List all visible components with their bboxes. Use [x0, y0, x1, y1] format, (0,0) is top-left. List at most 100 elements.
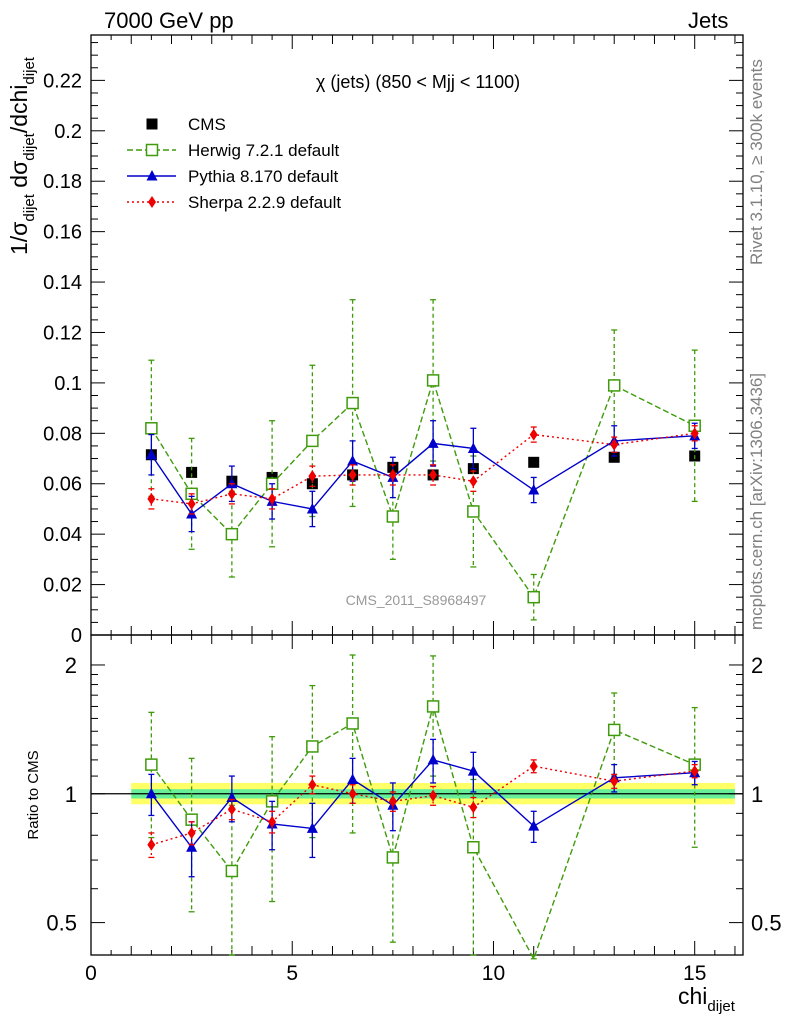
main-ylabel: 1/σdijet dσdijet/dchidijet [6, 56, 38, 255]
ratio-sherpa-point [610, 775, 619, 788]
header-right: Jets [688, 8, 729, 33]
ratio-ytick-label-right: 0.5 [751, 911, 782, 936]
main-sherpa-point [187, 497, 196, 510]
ratio-herwig-point [306, 740, 319, 753]
watermark: CMS_2011_S8968497 [346, 592, 487, 608]
main-pythia-line [150, 435, 695, 515]
main-sherpa-point [690, 427, 699, 440]
main-cms-point [608, 451, 620, 463]
ratio-herwig-point [426, 700, 440, 713]
main-pythia-point [347, 455, 359, 466]
main-herwig-point [527, 590, 540, 604]
ratio-pythia-point [427, 753, 439, 765]
ratio-ylabel: Ratio to CMS [25, 750, 42, 839]
legend-label: Herwig 7.2.1 default [188, 141, 339, 160]
legend-marker [146, 170, 158, 181]
main-ytick-label: 0.18 [43, 171, 82, 193]
main-cms-point [306, 478, 318, 490]
main-pythia-point [186, 507, 198, 519]
legend-label: Pythia 8.170 default [188, 167, 339, 186]
main-sherpa-point [348, 468, 357, 481]
main-sherpa-point [529, 428, 538, 441]
main-ytick-label: 0.12 [43, 322, 82, 344]
ratio-herwig-point [225, 864, 239, 878]
main-herwig-point [467, 505, 480, 518]
ratio-pythia-point [528, 820, 540, 831]
main-panel: 0 0.02 0.04 0.06 0.08 0.1 0.12 0.14 0.16 0.18 0.2 0… [6, 34, 744, 647]
ratio-herwig-line [150, 703, 695, 961]
main-title: χ (jets) (850 < Mjj < 1100) [316, 72, 520, 92]
main-sherpa-point [227, 487, 236, 500]
main-ytick-label: 0.1 [54, 373, 82, 395]
xtick-label: 10 [482, 962, 505, 985]
ratio-panel: 0.5 0.5 1 1 2 2 0 5 10 15 Ratio to CMS chidijet [25, 634, 782, 1015]
main-pythia-point [145, 448, 157, 460]
ratio-pythia-point [347, 773, 359, 784]
ratio-herwig-point [607, 723, 621, 737]
ratio-herwig-point [346, 717, 359, 730]
legend: CMS Herwig 7.2.1 default Pythia 8.170 defa… [127, 115, 341, 212]
main-herwig-line [150, 377, 696, 599]
ratio-pythia-point [467, 765, 479, 776]
ratio-sherpa-point [690, 765, 699, 778]
ratio-frame [90, 634, 744, 956]
ratio-pythia-point [306, 822, 318, 833]
main-ytick-label: 0.08 [43, 423, 82, 445]
legend-marker [148, 196, 156, 208]
ratio-pythia-point [145, 787, 157, 799]
main-herwig-point [386, 510, 400, 523]
main-ytick-label: 0.04 [43, 524, 82, 546]
xlabel: chidijet [678, 983, 736, 1015]
xtick-label: 5 [286, 962, 298, 985]
ratio-sherpa-point [429, 789, 438, 802]
main-ytick-label: 0.2 [54, 121, 82, 143]
ratio-herwig-point [145, 758, 158, 771]
main-pythia-point [226, 477, 238, 489]
legend-label: CMS [188, 115, 226, 134]
ratio-sherpa-point [227, 803, 236, 816]
main-ytick-label: 0.06 [43, 474, 82, 496]
ratio-sherpa-point [388, 795, 397, 808]
ratio-sherpa-point [268, 815, 277, 828]
ratio-sherpa-point [469, 801, 478, 814]
main-sherpa-point [147, 492, 156, 505]
main-herwig-point [346, 396, 359, 410]
main-herwig-point [426, 374, 440, 387]
ratio-sherpa-point [529, 760, 538, 773]
ratio-ytick-label-left: 1 [65, 782, 77, 807]
main-cms-point [186, 466, 198, 478]
legend-label: Sherpa 2.2.9 default [188, 193, 341, 212]
ratio-ytick-label-left: 0.5 [46, 911, 77, 936]
main-sherpa-point [610, 438, 619, 451]
ratio-sherpa-line [151, 765, 695, 846]
main-herwig-point [607, 379, 621, 392]
main-pythia-point [427, 437, 439, 448]
main-herwig-point [225, 527, 239, 541]
main-ytick-label: 0.22 [43, 70, 82, 92]
side-label-rivet: Rivet 3.1.10, ≥ 300k events [747, 59, 766, 265]
main-cms-point [528, 456, 540, 468]
main-sherpa-point [308, 470, 317, 483]
ratio-herwig-point [467, 840, 480, 854]
ratio-herwig-point [386, 851, 400, 864]
xtick-label: 15 [683, 962, 706, 985]
xtick-label: 0 [85, 962, 97, 985]
main-sherpa-point [268, 492, 277, 505]
main-sherpa-point [388, 468, 397, 481]
side-label-mcplots: mcplots.cern.ch [arXiv:1306.3436] [747, 373, 766, 630]
main-herwig-point [145, 422, 158, 435]
ratio-sherpa-point [308, 778, 317, 791]
main-sherpa-point [429, 468, 438, 481]
header-left: 7000 GeV pp [104, 8, 234, 33]
ratio-sherpa-series [147, 759, 699, 859]
main-ytick-label: 0 [71, 625, 82, 647]
legend-marker [145, 143, 159, 157]
main-sherpa-point [469, 475, 478, 488]
main-pythia-point [467, 442, 479, 453]
main-sherpa-line [151, 432, 695, 505]
main-ytick-label: 0.16 [43, 222, 82, 244]
main-sherpa-series [147, 425, 699, 515]
main-herwig-point [306, 434, 319, 448]
ratio-herwig-series [145, 654, 701, 961]
